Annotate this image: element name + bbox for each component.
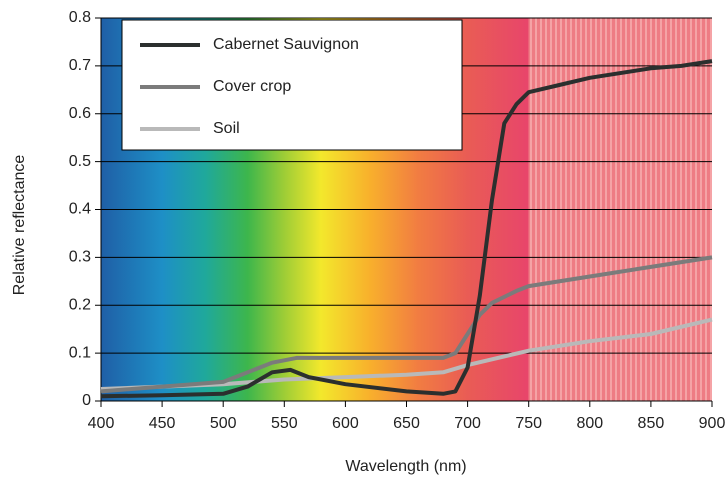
x-tick-label: 400	[88, 415, 115, 432]
y-tick-label: 0.8	[69, 9, 91, 26]
x-tick-label: 850	[638, 415, 665, 432]
y-tick-label: 0.4	[69, 201, 91, 218]
legend-label: Soil	[213, 120, 240, 137]
x-tick-label: 700	[454, 415, 481, 432]
y-tick-label: 0.6	[69, 105, 91, 122]
series-line	[100, 59, 713, 399]
x-tick-label: 750	[515, 415, 542, 432]
y-tick-label: 0.7	[69, 57, 91, 74]
x-tick-label: 550	[271, 415, 298, 432]
x-tick-label: 600	[332, 415, 359, 432]
y-tick-label: 0	[82, 392, 91, 409]
y-tick-label: 0.2	[69, 296, 91, 313]
y-tick-label: 0.1	[69, 344, 91, 361]
x-tick-label: 650	[393, 415, 420, 432]
x-tick-label: 900	[699, 415, 726, 432]
x-tick-label: 500	[210, 415, 237, 432]
legend-label: Cover crop	[213, 78, 291, 95]
y-tick-label: 0.5	[69, 153, 91, 170]
series-line	[100, 255, 713, 394]
x-tick-label: 450	[149, 415, 176, 432]
y-axis-label: Relative reflectance	[11, 155, 28, 296]
x-tick-label: 800	[576, 415, 603, 432]
plot	[95, 17, 713, 407]
y-tick-label: 0.3	[69, 249, 91, 266]
legend-label: Cabernet Sauvignon	[213, 36, 359, 53]
x-axis-label: Wavelength (nm)	[345, 458, 466, 475]
